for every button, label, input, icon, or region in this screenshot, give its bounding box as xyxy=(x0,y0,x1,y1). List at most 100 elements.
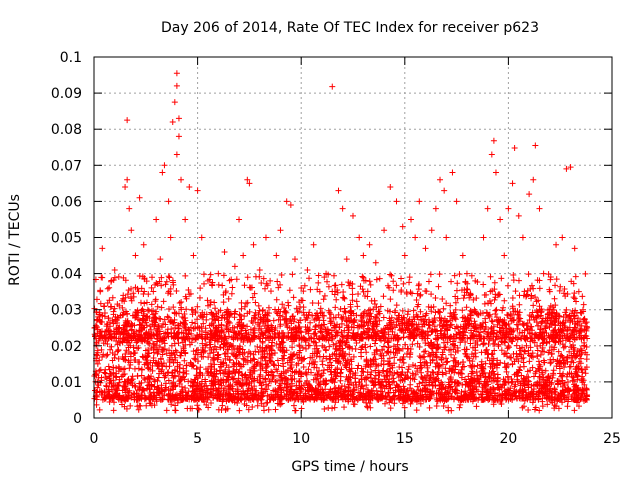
data-point xyxy=(417,291,424,298)
data-point xyxy=(308,369,315,376)
data-point xyxy=(478,358,485,365)
data-point xyxy=(359,368,366,375)
data-point xyxy=(333,372,340,379)
data-point xyxy=(273,309,280,316)
data-point xyxy=(94,352,101,359)
data-point xyxy=(273,366,280,373)
data-point xyxy=(188,306,195,313)
data-point xyxy=(380,293,387,300)
data-point xyxy=(338,366,345,373)
data-point xyxy=(570,374,577,381)
data-point xyxy=(443,359,450,366)
data-point xyxy=(512,381,519,388)
data-point xyxy=(275,362,282,369)
data-point xyxy=(303,371,310,378)
data-point xyxy=(405,308,412,315)
data-point xyxy=(320,367,327,374)
data-point xyxy=(312,322,319,329)
data-point xyxy=(468,272,475,279)
data-point xyxy=(537,351,544,358)
data-point xyxy=(583,364,590,371)
data-point xyxy=(220,272,227,279)
data-point xyxy=(540,357,547,364)
data-point xyxy=(422,339,429,346)
data-point xyxy=(333,296,340,303)
data-point xyxy=(192,308,199,315)
data-point xyxy=(515,334,522,341)
data-point xyxy=(127,402,134,409)
data-point xyxy=(527,390,534,397)
data-point xyxy=(400,334,407,341)
data-point xyxy=(148,284,155,291)
data-point xyxy=(440,305,447,312)
data-point xyxy=(336,342,343,349)
data-point xyxy=(572,273,579,280)
data-point xyxy=(553,276,560,283)
data-point xyxy=(525,271,532,278)
data-point xyxy=(207,271,214,278)
data-point xyxy=(329,405,336,412)
data-point xyxy=(321,292,328,299)
data-point xyxy=(241,282,248,289)
data-point xyxy=(324,278,331,285)
data-point xyxy=(211,343,218,350)
data-point xyxy=(111,305,118,312)
data-point xyxy=(485,329,492,336)
data-point xyxy=(290,313,297,320)
data-point xyxy=(164,313,171,320)
data-point xyxy=(338,329,345,336)
data-point xyxy=(427,352,434,359)
data-point xyxy=(180,365,187,372)
data-point xyxy=(202,376,209,383)
data-point xyxy=(276,312,283,319)
data-point xyxy=(414,383,421,390)
data-point xyxy=(100,340,107,347)
data-point xyxy=(332,304,339,311)
data-point xyxy=(388,272,395,279)
data-point xyxy=(234,323,241,330)
data-point xyxy=(493,314,500,321)
data-point xyxy=(390,278,397,285)
data-point xyxy=(106,366,113,373)
data-point xyxy=(173,288,180,295)
data-point xyxy=(575,403,582,410)
data-point xyxy=(487,273,494,280)
data-point xyxy=(393,302,400,309)
data-point xyxy=(306,275,313,282)
data-point xyxy=(123,405,130,412)
data-point xyxy=(440,402,447,409)
data-point xyxy=(325,337,332,344)
data-point xyxy=(135,288,142,295)
data-point xyxy=(105,363,112,370)
data-point xyxy=(309,312,316,319)
data-point xyxy=(199,340,206,347)
data-point xyxy=(285,299,292,306)
data-point xyxy=(138,366,145,373)
data-point xyxy=(398,314,405,321)
data-point xyxy=(480,341,487,348)
data-point xyxy=(570,387,577,394)
data-point xyxy=(328,362,335,369)
data-point xyxy=(433,403,440,410)
data-point xyxy=(126,365,133,372)
data-point xyxy=(119,304,126,311)
data-point xyxy=(452,366,459,373)
data-point xyxy=(398,287,405,294)
data-point xyxy=(291,375,298,382)
data-point xyxy=(479,370,486,377)
data-point xyxy=(522,348,529,355)
data-point xyxy=(244,323,251,330)
data-point xyxy=(518,355,525,362)
data-point xyxy=(238,363,245,370)
data-point xyxy=(162,334,169,341)
data-point xyxy=(125,357,132,364)
data-point xyxy=(252,299,259,306)
data-point xyxy=(274,400,281,407)
data-point xyxy=(461,286,468,293)
data-point xyxy=(245,385,252,392)
data-point xyxy=(211,361,218,368)
data-point xyxy=(504,282,511,289)
data-point xyxy=(582,320,589,327)
data-point xyxy=(160,330,167,337)
data-point xyxy=(120,274,127,281)
